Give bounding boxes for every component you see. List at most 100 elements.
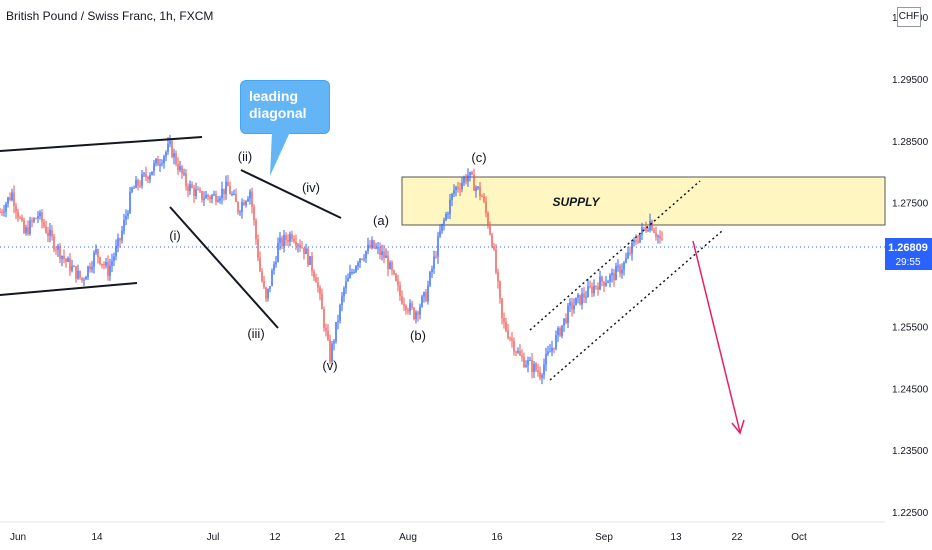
- candle-body: [439, 231, 441, 237]
- candle-body: [419, 306, 421, 315]
- candle-body: [609, 275, 611, 282]
- currency-badge[interactable]: CHF: [897, 7, 921, 27]
- candle-body: [501, 298, 503, 318]
- candle-body: [599, 276, 601, 290]
- candle-body: [477, 186, 479, 188]
- candle-body: [41, 212, 43, 223]
- candle-body: [193, 187, 195, 197]
- candle-body: [279, 237, 281, 244]
- candle-body: [521, 355, 523, 358]
- trend-lines[interactable]: [0, 136, 342, 329]
- wave-label-iv: (iv): [302, 180, 320, 195]
- candle-body: [25, 227, 27, 233]
- candle-body: [311, 256, 313, 272]
- candle-body: [615, 266, 617, 281]
- candle-body: [489, 226, 491, 235]
- candle-body: [411, 303, 413, 308]
- candle-body: [53, 236, 55, 250]
- callout-line-2: diagonal: [249, 105, 307, 121]
- candle-body: [221, 188, 223, 199]
- candle-body: [557, 328, 559, 336]
- candle-body: [659, 235, 661, 239]
- candle-body: [479, 186, 481, 197]
- candle-body: [97, 249, 99, 258]
- supply-zone[interactable]: [401, 176, 886, 226]
- candle-body: [369, 244, 371, 248]
- candle-body: [329, 339, 331, 362]
- candle-body: [49, 229, 51, 236]
- candle-body: [405, 305, 407, 311]
- candle-body: [305, 248, 307, 255]
- candle-body: [497, 272, 499, 282]
- candle-body: [45, 226, 47, 233]
- candle-body: [89, 266, 91, 270]
- candle-body: [381, 251, 383, 255]
- supply-zone-label: SUPPLY: [552, 195, 600, 209]
- candle-body: [213, 194, 215, 196]
- candle-body: [515, 351, 517, 353]
- candle-body: [363, 258, 365, 260]
- candle-body: [103, 264, 105, 266]
- candle-body: [133, 187, 135, 189]
- candle-body: [447, 213, 449, 215]
- candle-body: [51, 229, 53, 237]
- y-tick-label: 1.24500: [892, 384, 929, 395]
- candle-body: [267, 288, 269, 299]
- candle-body: [61, 256, 63, 259]
- candle-body: [471, 171, 473, 175]
- candle-body: [181, 166, 183, 174]
- candle-body: [399, 285, 401, 296]
- candle-body: [475, 187, 477, 191]
- candle-body: [35, 218, 37, 220]
- candle-body: [649, 220, 651, 231]
- candle-body: [389, 262, 391, 270]
- candle-body: [109, 265, 111, 276]
- candle-body: [367, 244, 369, 252]
- candle-body: [591, 286, 593, 294]
- candle-body: [203, 198, 205, 200]
- y-tick-label: 1.23500: [892, 446, 929, 457]
- y-tick-label: 1.28500: [892, 137, 929, 148]
- candle-body: [625, 258, 627, 263]
- candle-body: [355, 266, 357, 272]
- candle-body: [189, 184, 191, 191]
- candle-body: [561, 325, 563, 336]
- time-axis[interactable]: Jun 14 Jul 12 21 Aug 16 Sep 13 22 Oct: [10, 532, 807, 543]
- leading-diagonal-callout[interactable]: leading diagonal: [240, 80, 330, 134]
- candle-body: [261, 271, 263, 282]
- candle-body: [451, 193, 453, 200]
- candle-body: [525, 365, 527, 367]
- candle-body: [503, 317, 505, 322]
- candle-body: [631, 242, 633, 254]
- candle-body: [493, 246, 495, 250]
- candle-body: [559, 328, 561, 336]
- candle-body: [37, 216, 39, 219]
- wave-label-b: (b): [410, 328, 426, 343]
- candle-body: [147, 176, 149, 180]
- candle-body: [135, 179, 137, 188]
- candle-body: [417, 312, 419, 315]
- candle-body: [519, 351, 521, 356]
- candle-body: [535, 363, 537, 371]
- candle-body: [505, 321, 507, 331]
- candle-body: [59, 245, 61, 259]
- candle-body: [165, 151, 167, 157]
- candle-body: [621, 269, 623, 274]
- candle-body: [539, 372, 541, 378]
- candle-body: [563, 318, 565, 326]
- candle-body: [309, 256, 311, 265]
- candle-body: [91, 266, 93, 270]
- wave-label-ii: (ii): [238, 149, 252, 164]
- projection-arrow[interactable]: [692, 240, 745, 435]
- candle-body: [333, 341, 335, 344]
- x-tick-label: 14: [91, 532, 103, 543]
- candle-body: [383, 251, 385, 258]
- candle-body: [385, 255, 387, 258]
- candle-body: [547, 351, 549, 355]
- candle-body: [163, 156, 165, 164]
- candle-body: [647, 230, 649, 232]
- candle-body: [21, 217, 23, 221]
- candle-body: [511, 338, 513, 341]
- candle-body: [0, 211, 1, 213]
